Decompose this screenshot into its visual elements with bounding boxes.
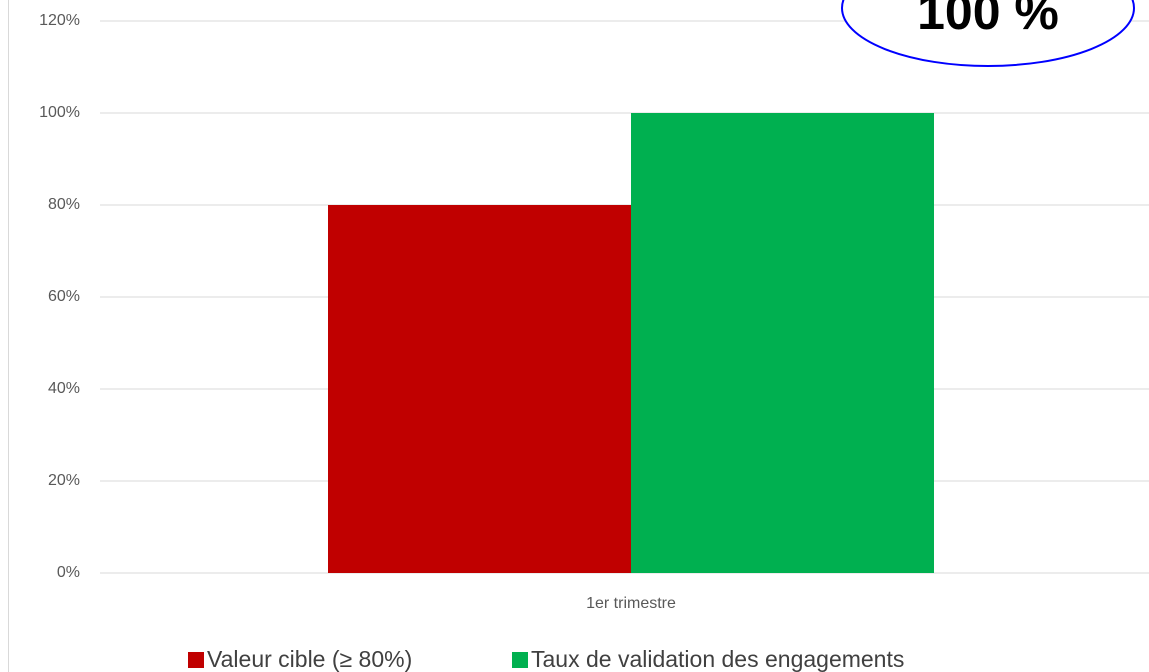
annotation: 100 % <box>917 0 1059 40</box>
y-tick-label: 20% <box>48 472 80 489</box>
legend-swatch <box>512 652 528 668</box>
y-tick-label: 60% <box>48 288 80 305</box>
x-tick-label: 1er trimestre <box>586 595 676 612</box>
bar <box>631 113 934 573</box>
y-tick-label: 120% <box>39 12 80 29</box>
y-tick-label: 40% <box>48 380 80 397</box>
bar <box>328 205 631 573</box>
y-tick-label: 0% <box>57 564 80 581</box>
legend-label: Valeur cible (≥ 80%) <box>207 646 412 672</box>
y-tick-label: 80% <box>48 196 80 213</box>
y-tick-label: 100% <box>39 104 80 121</box>
legend-label: Taux de validation des engagements <box>531 646 904 672</box>
annotation-ellipse <box>841 0 1135 67</box>
legend-swatch <box>188 652 204 668</box>
